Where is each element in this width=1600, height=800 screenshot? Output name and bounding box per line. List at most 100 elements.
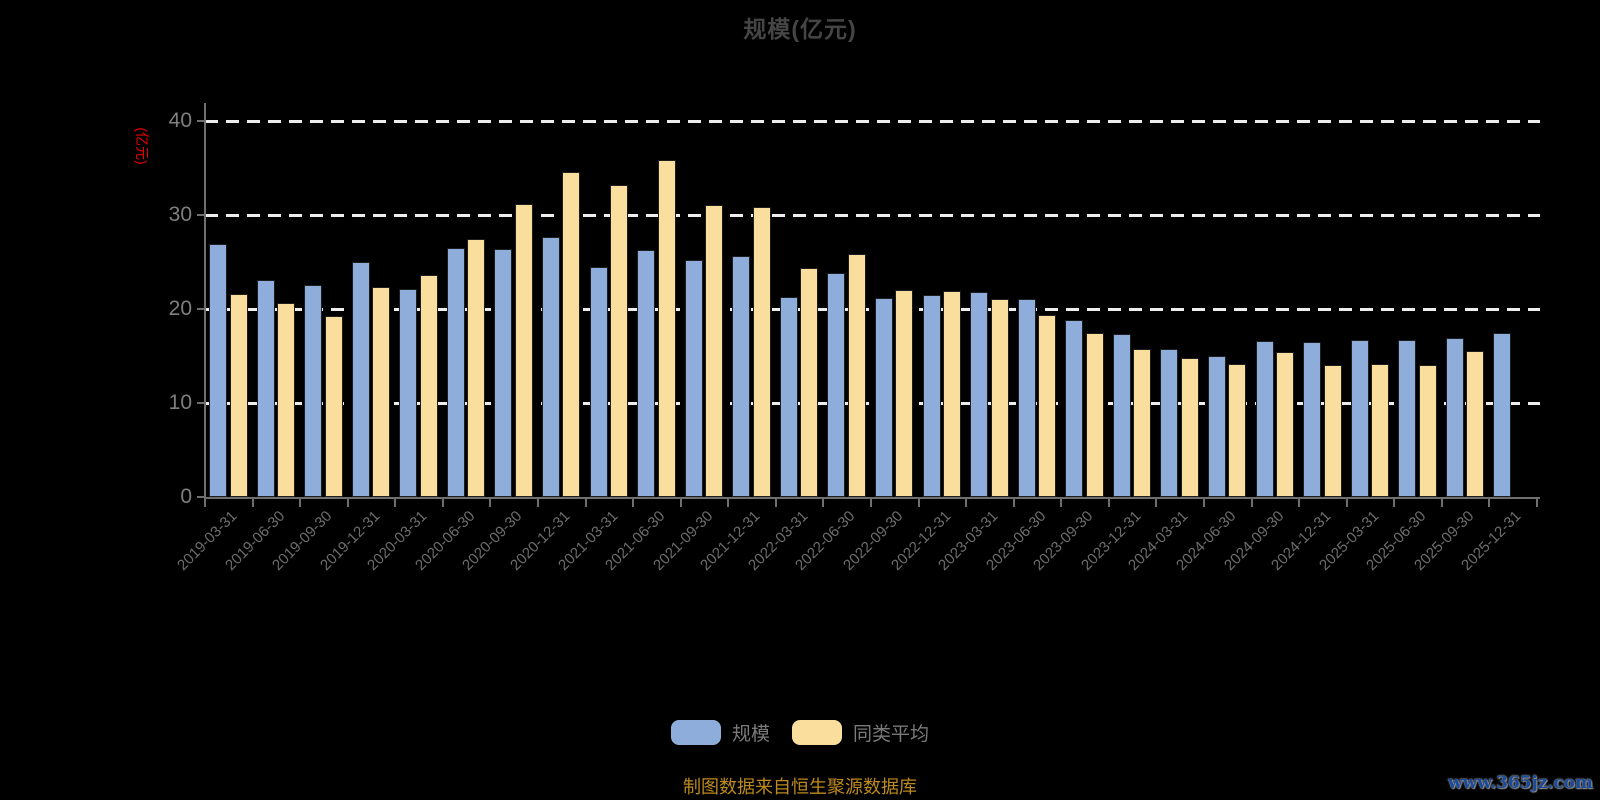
average-legend-swatch[interactable] (792, 720, 842, 745)
scale-bar-2024-03-31 (1160, 349, 1179, 497)
scale-bar-2024-09-30 (1255, 340, 1274, 497)
x-axis-tick (441, 499, 444, 507)
legend-item-average[interactable]: 同类平均 (792, 719, 929, 746)
average-bar-2024-12-31 (1323, 365, 1342, 497)
average-bar-2024-06-30 (1228, 363, 1247, 497)
scale-bar-2020-06-30 (446, 247, 465, 497)
x-axis-tick (251, 499, 254, 507)
scale-bar-2023-12-31 (1112, 334, 1131, 497)
scale-bar-2025-03-31 (1350, 340, 1369, 497)
scale-bar-2025-06-30 (1398, 340, 1417, 497)
x-axis-tick (774, 499, 777, 507)
scale-bar-2025-09-30 (1445, 338, 1464, 497)
scale-bar-2020-03-31 (399, 289, 418, 497)
x-axis-tick (1155, 499, 1158, 507)
x-axis-tick (489, 499, 492, 507)
y-axis-line (204, 103, 206, 499)
legend: 规模 同类平均 (0, 719, 1600, 746)
scale-bar-2019-09-30 (304, 284, 323, 497)
scale-bar-2024-12-31 (1303, 341, 1322, 497)
average-bar-2020-06-30 (467, 238, 486, 497)
scale-bar-2023-03-31 (970, 292, 989, 497)
scale-bar-2021-03-31 (589, 266, 608, 497)
average-bar-2022-09-30 (895, 290, 914, 497)
x-axis-tick (1107, 499, 1110, 507)
scale-bar-2021-09-30 (684, 260, 703, 497)
scale-bar-2024-06-30 (1207, 356, 1226, 497)
y-axis-tick (197, 402, 205, 404)
grid-line-10 (205, 401, 1540, 405)
scale-bar-2021-12-31 (732, 256, 751, 497)
x-axis-tick (346, 499, 349, 507)
grid-line-40 (205, 119, 1540, 123)
average-bar-2019-06-30 (277, 303, 296, 497)
y-axis-tick (197, 120, 205, 122)
average-bar-2024-03-31 (1180, 357, 1199, 497)
average-legend-label: 同类平均 (853, 724, 930, 745)
average-bar-2022-06-30 (847, 253, 866, 497)
chart-title: 规模(亿元) (743, 16, 857, 42)
y-axis-tick-label: 30 (168, 203, 192, 226)
average-bar-2023-03-31 (990, 298, 1009, 497)
x-axis-tick (679, 499, 682, 507)
average-bar-2021-03-31 (610, 184, 629, 497)
x-axis-tick (1393, 499, 1396, 507)
x-axis-tick (394, 499, 397, 507)
x-axis-tick (1535, 499, 1538, 507)
x-axis-tick (917, 499, 920, 507)
average-bar-2020-09-30 (514, 203, 533, 497)
scale-bar-2023-06-30 (1017, 298, 1036, 497)
average-bar-2019-12-31 (372, 287, 391, 497)
x-axis-tick (1345, 499, 1348, 507)
x-axis-tick (965, 499, 968, 507)
scale-bar-2022-09-30 (874, 297, 893, 497)
data-source-note: 制图数据来自恒生聚源数据库 (683, 777, 917, 797)
x-axis-tick (822, 499, 825, 507)
scale-bar-2020-12-31 (541, 236, 560, 497)
x-axis-tick (204, 499, 206, 507)
scale-bar-2022-03-31 (779, 296, 798, 497)
scale-bar-2022-12-31 (922, 294, 941, 497)
x-axis-tick (1202, 499, 1205, 507)
scale-bar-2021-06-30 (637, 249, 656, 497)
legend-item-scale[interactable]: 规模 (670, 719, 770, 746)
average-bar-2023-09-30 (1085, 333, 1104, 497)
grid-line-20 (205, 307, 1540, 311)
scale-bar-2019-03-31 (209, 244, 227, 497)
scale-bar-2019-06-30 (256, 279, 275, 497)
average-bar-2025-03-31 (1371, 364, 1390, 497)
scale-bar-2020-09-30 (494, 248, 513, 497)
scale-legend-swatch[interactable] (670, 720, 721, 745)
x-axis-tick (299, 499, 302, 507)
grid-line-30 (205, 213, 1540, 217)
average-bar-2025-09-30 (1466, 351, 1485, 497)
average-bar-2023-12-31 (1133, 349, 1152, 497)
average-bar-2020-03-31 (419, 275, 438, 497)
average-bar-2023-06-30 (1038, 314, 1057, 497)
average-bar-2022-12-31 (943, 291, 962, 497)
y-axis-tick (197, 308, 205, 310)
average-bar-2019-09-30 (324, 315, 343, 497)
average-bar-2021-09-30 (705, 204, 724, 497)
average-bar-2021-12-31 (752, 207, 771, 497)
x-axis-tick (1012, 499, 1015, 507)
x-axis-tick (584, 499, 587, 507)
scale-bar-2023-09-30 (1065, 320, 1084, 497)
scale-bar-2022-06-30 (827, 273, 846, 497)
x-axis-tick (1298, 499, 1301, 507)
y-axis-tick (197, 496, 205, 498)
y-axis-tick-label: 20 (168, 297, 192, 320)
average-bar-2020-12-31 (562, 171, 581, 497)
x-axis-tick (869, 499, 872, 507)
scale-bar-2019-12-31 (351, 262, 370, 497)
x-axis-tick (1250, 499, 1253, 507)
average-bar-2022-03-31 (800, 267, 819, 497)
x-axis-tick (1060, 499, 1063, 507)
y-axis-tick-label: 0 (180, 485, 192, 508)
y-axis-tick (197, 214, 205, 216)
average-bar-2019-03-31 (229, 293, 248, 497)
average-bar-2021-06-30 (657, 160, 676, 497)
x-axis-tick (632, 499, 635, 507)
x-axis-tick (536, 499, 539, 507)
